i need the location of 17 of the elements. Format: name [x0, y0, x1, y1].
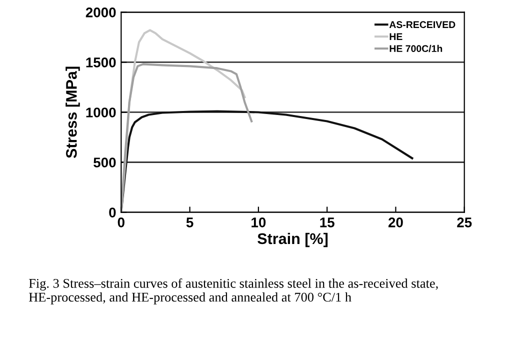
- y-tick-label: 1000: [86, 108, 116, 118]
- x-tick-label: 0: [118, 218, 124, 228]
- y-axis-title: Stress [MPa]: [66, 66, 80, 158]
- x-axis-title: Strain [%]: [258, 232, 328, 248]
- legend-label: HE 700C/1h: [390, 44, 442, 52]
- legend-label: AS-RECEIVED: [389, 21, 456, 28]
- x-tick-label: 25: [457, 218, 472, 228]
- y-tick-label: 2000: [86, 8, 116, 18]
- x-tick-label: 20: [388, 218, 403, 228]
- y-tick-label: 1500: [86, 58, 116, 68]
- x-tick-label: 10: [252, 218, 266, 228]
- x-tick-label: 5: [186, 218, 194, 228]
- y-tick-label: 0: [109, 208, 116, 218]
- x-tick-label: 15: [320, 218, 334, 228]
- caption: Fig. 3 Stress–strain curves of austenitic stainless steel in the as-received state, HE-processed, and HE-processed and annealed at 700 °C/1 h: [28, 278, 438, 304]
- legend-label: HE: [390, 33, 402, 40]
- y-tick-label: 500: [94, 158, 116, 168]
